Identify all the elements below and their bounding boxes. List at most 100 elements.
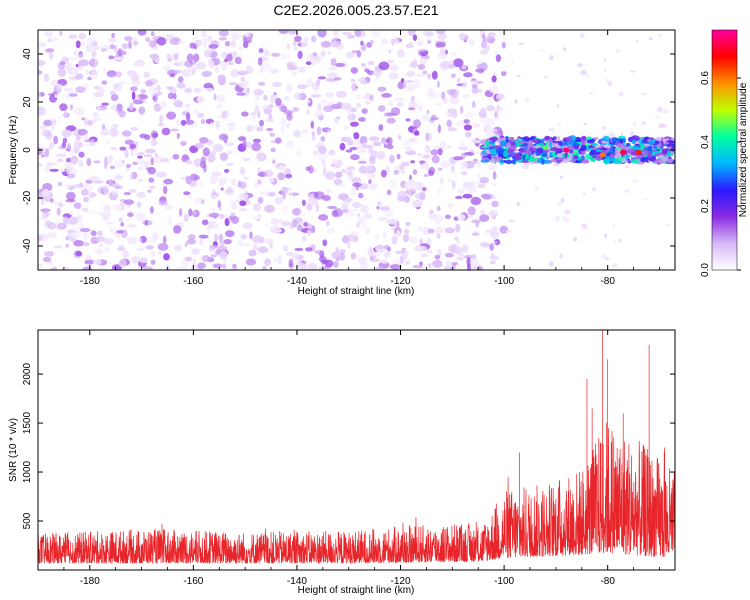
spectrogram-cell xyxy=(485,229,495,234)
spectrogram-cell xyxy=(104,211,112,217)
spectrogram-cell xyxy=(331,251,341,260)
spectrogram-cell xyxy=(249,113,257,120)
spectrogram-cell xyxy=(401,170,405,175)
spectrogram-cell xyxy=(214,233,219,242)
spectrogram-cell xyxy=(96,105,101,110)
spectrogram-cell xyxy=(370,182,374,187)
spectrogram-cell xyxy=(605,256,610,261)
spectrogram-cell xyxy=(286,251,294,257)
spectrogram-band-cell xyxy=(552,140,561,144)
spectrogram-cell xyxy=(629,131,635,137)
spectrogram-band-cell xyxy=(557,136,561,141)
spectrogram-cell xyxy=(476,80,483,84)
spectrogram-cell xyxy=(331,40,342,48)
spectrogram-cell xyxy=(138,237,143,244)
spectrogram-cell xyxy=(384,244,390,250)
snr-y-tick-label: 2000 xyxy=(22,363,33,386)
spectrogram-cell xyxy=(86,158,92,167)
spectrogram-cell xyxy=(404,181,414,190)
spectrogram-cell xyxy=(157,250,162,255)
spectrogram-cell xyxy=(385,165,390,174)
spectrogram-cell xyxy=(393,169,400,175)
spectrogram-cell xyxy=(602,133,610,136)
spectrogram-cell xyxy=(149,40,157,48)
spectrogram-cell xyxy=(322,239,328,247)
spectrogram-cell xyxy=(358,216,364,224)
spectrogram-cell xyxy=(210,207,216,211)
spectrogram-cell xyxy=(314,249,325,255)
spectrogram-band-cell xyxy=(566,137,573,143)
spectrogram-cell xyxy=(96,247,103,255)
spectrogram-cell xyxy=(608,132,616,139)
spectrogram-band-cell xyxy=(658,159,664,165)
spectrogram-cell xyxy=(44,163,51,173)
spectrogram-cell xyxy=(422,187,427,192)
spectrogram-band-cell xyxy=(534,138,539,144)
spectrogram-cell xyxy=(368,179,372,185)
spectrogram-cell xyxy=(286,43,291,50)
spectrogram-cell xyxy=(376,244,385,250)
spectrogram-cell xyxy=(415,73,426,77)
spectrogram-cell xyxy=(49,198,54,203)
spectrogram-cell xyxy=(121,130,132,137)
spectrogram-cell xyxy=(427,228,435,234)
spectrogram-cell xyxy=(654,114,660,119)
spectrogram-cell xyxy=(97,230,103,237)
spectrogram-cell xyxy=(193,87,202,93)
spectrogram-cell xyxy=(522,163,529,170)
spectrogram-cell xyxy=(65,199,76,203)
spectrogram-cell xyxy=(469,39,475,47)
spectrogram-cell xyxy=(577,63,583,68)
spectrogram-cell xyxy=(153,155,164,164)
spectrogram-cell xyxy=(489,260,496,265)
spectrogram-cell xyxy=(64,110,68,117)
spectrogram-cell xyxy=(215,103,223,110)
spectrogram-cell xyxy=(462,80,468,89)
spectrogram-cell xyxy=(624,165,629,169)
spectrogram-cell xyxy=(160,157,170,163)
spectrogram-cell xyxy=(471,253,477,261)
spectrogram-cell xyxy=(410,137,418,143)
spectrogram-cell xyxy=(333,261,339,268)
spectrogram-cell xyxy=(261,265,267,270)
spectrogram-cell xyxy=(402,233,410,243)
spectrogram-cell xyxy=(69,210,74,216)
spectrogram-cell xyxy=(196,95,205,104)
spectrogram-cell xyxy=(351,82,358,92)
spectrogram-cell xyxy=(360,40,364,46)
spectrogram-cell xyxy=(275,97,282,106)
spectrogram-x-tick-label: -100 xyxy=(494,276,514,287)
spectrogram-cell xyxy=(117,245,125,251)
spectrogram-cell xyxy=(320,41,332,48)
spectrogram-cell xyxy=(108,55,115,60)
spectrogram-cell xyxy=(436,30,446,35)
spectrogram-cell xyxy=(320,50,326,58)
spectrogram-band-cell xyxy=(653,145,658,150)
spectrogram-band-cell xyxy=(481,156,486,161)
spectrogram-cell xyxy=(218,207,222,211)
spectrogram-cell xyxy=(294,92,303,100)
spectrogram-cell xyxy=(356,221,360,229)
spectrogram-band-cell xyxy=(509,144,517,151)
spectrogram-cell xyxy=(131,71,136,78)
spectrogram-cell xyxy=(356,102,362,109)
spectrogram-cell xyxy=(210,254,217,258)
spectrogram-cell xyxy=(137,166,144,171)
spectrogram-cell xyxy=(418,104,423,112)
spectrogram-cell xyxy=(313,191,325,200)
spectrogram-cell xyxy=(345,51,355,59)
spectrogram-cell xyxy=(48,162,58,166)
spectrogram-cell xyxy=(72,184,84,189)
spectrogram-cell xyxy=(57,68,67,77)
spectrogram-cell xyxy=(376,201,382,206)
spectrogram-cell xyxy=(624,189,630,193)
spectrogram-cell xyxy=(264,223,270,227)
spectrogram-cell xyxy=(253,182,259,188)
spectrogram-cell xyxy=(591,187,597,192)
spectrogram-cell xyxy=(412,34,417,41)
spectrogram-cell xyxy=(317,152,328,161)
spectrogram-cell xyxy=(327,50,332,55)
spectrogram-band-cell xyxy=(665,138,670,141)
spectrogram-cell xyxy=(445,260,453,268)
spectrogram-y-tick-label: 40 xyxy=(22,48,33,60)
